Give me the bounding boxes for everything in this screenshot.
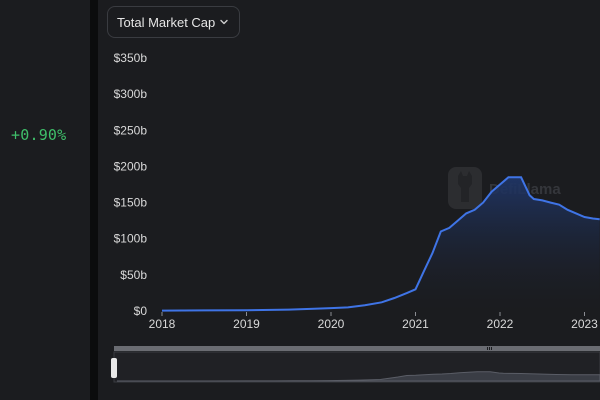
y-tick-label: $250b xyxy=(114,123,148,137)
metric-select-label: Total Market Cap xyxy=(117,14,216,30)
series-area xyxy=(162,177,600,311)
x-tick-label: 2020 xyxy=(318,317,345,331)
y-tick-label: $300b xyxy=(114,87,148,101)
x-axis-labels: 2018 2019 2020 2021 2022 2023 xyxy=(149,312,598,331)
range-navigator[interactable] xyxy=(111,346,600,383)
navigator-preview xyxy=(117,371,600,382)
llama-logo-glyph xyxy=(458,171,472,202)
panel-divider xyxy=(90,0,98,400)
y-axis-labels: $0 $50b $100b $150b $200b $250b $300b $350b xyxy=(114,51,148,318)
y-tick-label: $200b xyxy=(114,159,148,173)
x-tick-label: 2022 xyxy=(487,317,514,331)
y-tick-label: $50b xyxy=(120,268,147,282)
metric-select[interactable]: Total Market Cap xyxy=(107,6,240,38)
y-tick-label: $0 xyxy=(134,304,148,318)
series-line xyxy=(161,176,600,312)
x-tick-label: 2023 xyxy=(571,317,598,331)
chevron-down-icon xyxy=(220,19,228,25)
change-value: +0.90% xyxy=(11,126,67,144)
y-tick-label: $350b xyxy=(114,51,148,65)
navigator-grip-icon[interactable] xyxy=(487,347,492,350)
left-panel: +0.90% xyxy=(0,0,90,400)
navigator-track[interactable] xyxy=(114,346,600,351)
y-tick-label: $100b xyxy=(114,232,148,246)
x-tick-label: 2018 xyxy=(149,317,176,331)
x-tick-label: 2021 xyxy=(402,317,429,331)
x-tick-label: 2019 xyxy=(233,317,260,331)
y-tick-label: $150b xyxy=(114,196,148,210)
navigator-left-handle[interactable] xyxy=(111,358,117,378)
